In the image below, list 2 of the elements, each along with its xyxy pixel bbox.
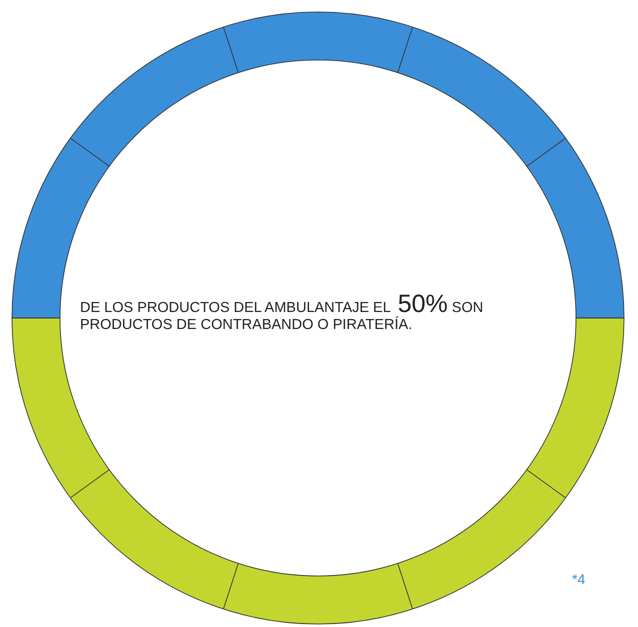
text: *4: [572, 571, 586, 587]
text: DE LOS PRODUCTOS DEL AMBULANTAJE EL 50% SON PRODUCTOS DE CONTRABANDO O PIRATERÍA.: [80, 290, 484, 333]
